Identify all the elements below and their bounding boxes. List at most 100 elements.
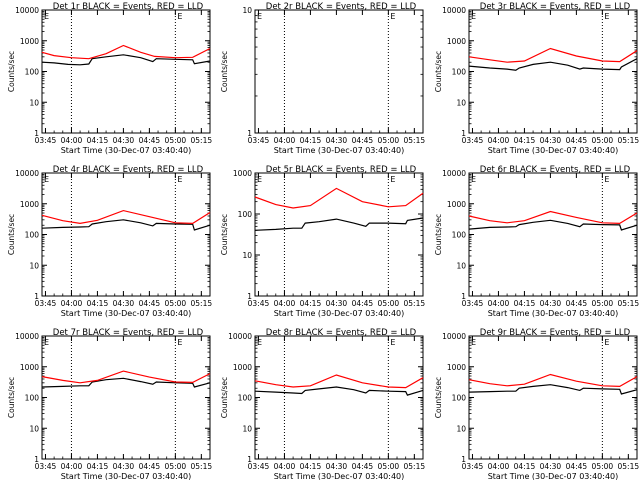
- y-tick-label: 1: [461, 455, 466, 464]
- y-tick-label: 100: [238, 210, 253, 219]
- x-tick-label: 04:00: [61, 462, 83, 471]
- y-tick-label: 100: [25, 68, 40, 77]
- plot-frame: [254, 9, 424, 134]
- plot-frame: [468, 335, 638, 460]
- x-tick-label: 04:00: [488, 462, 510, 471]
- flag-glyph: E: [44, 12, 49, 21]
- plot-frame: [41, 335, 211, 460]
- y-axis-label: Counts/sec: [220, 377, 229, 418]
- series-events-line: [41, 377, 211, 388]
- x-tick-label: 04:00: [488, 136, 510, 145]
- y-tick-label: 10000: [442, 169, 466, 178]
- x-tick-label: 04:45: [352, 462, 374, 471]
- x-tick-label: 05:00: [165, 299, 187, 308]
- x-tick-label: 04:30: [113, 299, 135, 308]
- x-tick-label: 04:45: [566, 136, 588, 145]
- y-tick-label: 10000: [15, 6, 39, 15]
- series-lld-line: [41, 44, 211, 60]
- x-tick-label: 03:45: [462, 462, 484, 471]
- series-events-line: [254, 386, 424, 396]
- x-tick-label: 05:15: [618, 136, 640, 145]
- flag-glyph: E: [177, 12, 182, 21]
- y-tick-label: 1000: [233, 169, 252, 178]
- y-tick-label: 1: [247, 129, 252, 138]
- y-axis-label: Counts/sec: [7, 214, 16, 255]
- x-tick-label: 04:15: [514, 462, 536, 471]
- y-tick-label: 100: [452, 68, 467, 77]
- series-lld-line: [468, 210, 638, 225]
- y-tick-label: 100: [25, 394, 40, 403]
- plot-frame: [468, 9, 638, 134]
- x-tick-label: 04:30: [540, 299, 562, 308]
- y-tick-label: 1: [34, 129, 39, 138]
- y-tick-label: 10: [242, 251, 252, 260]
- series-events-line: [41, 54, 211, 66]
- y-tick-label: 1: [461, 292, 466, 301]
- x-tick-label: 05:15: [404, 299, 426, 308]
- x-tick-label: 05:00: [378, 299, 400, 308]
- y-tick-label: 1000: [233, 363, 252, 372]
- x-tick-label: 04:30: [113, 136, 135, 145]
- x-tick-label: 04:45: [139, 462, 161, 471]
- y-tick-label: 1000: [447, 200, 466, 209]
- x-tick-label: 04:15: [300, 462, 322, 471]
- flag-glyph: E: [471, 338, 476, 347]
- x-tick-label: 04:15: [87, 299, 109, 308]
- panel-title: Det 9r BLACK = Events, RED = LLD: [480, 328, 631, 338]
- x-tick-label: 05:00: [592, 462, 614, 471]
- x-tick-label: 05:15: [404, 136, 426, 145]
- x-tick-label: 05:15: [191, 136, 213, 145]
- flag-glyph: E: [44, 175, 49, 184]
- x-axis-label: Start Time (30-Dec-07 03:40:40): [274, 146, 405, 155]
- x-tick-label: 03:45: [35, 462, 57, 471]
- y-tick-label: 10000: [442, 6, 466, 15]
- x-tick-label: 04:45: [352, 299, 374, 308]
- x-tick-label: 04:45: [566, 462, 588, 471]
- y-tick-label: 1: [247, 455, 252, 464]
- x-tick-label: 04:30: [326, 136, 348, 145]
- x-axis-label: Start Time (30-Dec-07 03:40:40): [274, 472, 405, 480]
- x-tick-label: 04:15: [87, 136, 109, 145]
- y-axis-label: Counts/sec: [220, 214, 229, 255]
- x-tick-label: 05:00: [378, 136, 400, 145]
- flag-glyph: E: [390, 175, 395, 184]
- x-tick-label: 05:15: [191, 299, 213, 308]
- y-tick-label: 10: [29, 261, 39, 270]
- y-tick-label: 1000: [447, 363, 466, 372]
- x-axis-label: Start Time (30-Dec-07 03:40:40): [61, 472, 192, 480]
- x-tick-label: 05:00: [592, 136, 614, 145]
- x-tick-label: 04:15: [514, 136, 536, 145]
- series-lld-line: [254, 187, 424, 209]
- y-axis-label: Counts/sec: [434, 214, 443, 255]
- y-tick-label: 1: [34, 455, 39, 464]
- x-tick-label: 04:00: [274, 462, 296, 471]
- x-tick-label: 04:30: [326, 299, 348, 308]
- x-tick-label: 05:15: [618, 299, 640, 308]
- x-tick-label: 03:45: [248, 136, 270, 145]
- x-tick-label: 05:15: [618, 462, 640, 471]
- x-tick-label: 04:45: [566, 299, 588, 308]
- panel-title: Det 1r BLACK = Events, RED = LLD: [53, 2, 204, 12]
- x-axis-label: Start Time (30-Dec-07 03:40:40): [61, 146, 192, 155]
- x-axis-label: Start Time (30-Dec-07 03:40:40): [274, 309, 405, 318]
- x-tick-label: 04:00: [61, 136, 83, 145]
- x-tick-label: 05:15: [191, 462, 213, 471]
- x-tick-label: 05:15: [404, 462, 426, 471]
- flag-glyph: E: [257, 12, 262, 21]
- y-tick-label: 10: [29, 98, 39, 107]
- y-tick-label: 10: [456, 98, 466, 107]
- y-tick-label: 10000: [15, 169, 39, 178]
- flag-glyph: E: [471, 12, 476, 21]
- series-lld-line: [254, 374, 424, 389]
- x-tick-label: 03:45: [462, 299, 484, 308]
- x-tick-label: 04:30: [113, 462, 135, 471]
- y-tick-label: 1000: [20, 363, 39, 372]
- flag-glyph: E: [257, 175, 262, 184]
- x-tick-label: 04:45: [352, 136, 374, 145]
